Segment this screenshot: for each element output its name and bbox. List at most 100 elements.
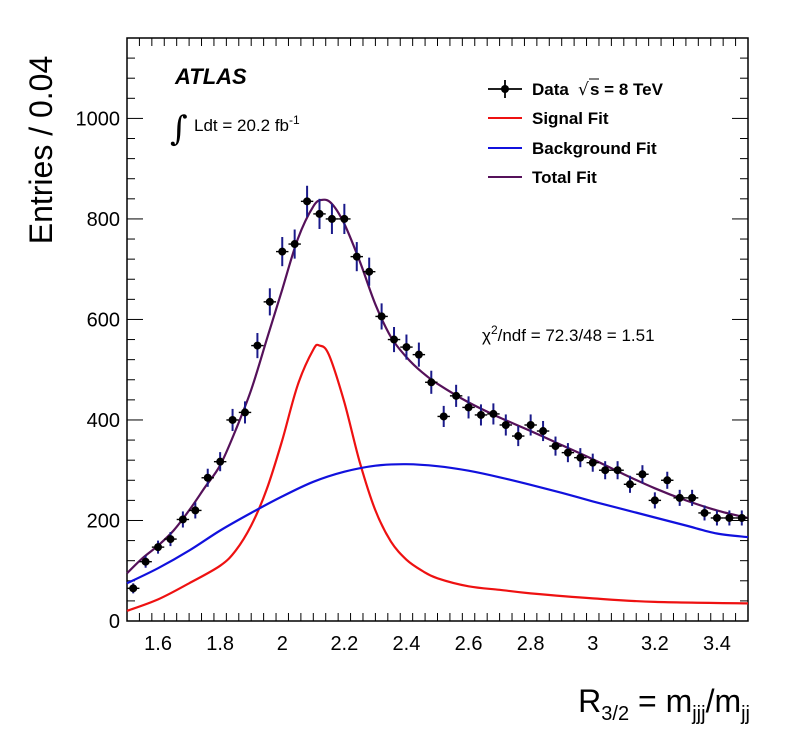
legend-signal-label: Signal Fit <box>532 109 609 128</box>
data-point <box>387 326 401 353</box>
data-marker <box>663 476 672 485</box>
data-marker <box>402 343 411 352</box>
data-marker <box>650 496 659 505</box>
series-signal-fit <box>126 343 749 612</box>
x-title-sub3: jj <box>740 703 750 725</box>
data-marker <box>166 535 175 544</box>
data-point <box>685 489 699 506</box>
data-point <box>213 452 227 472</box>
data-marker <box>626 480 635 489</box>
data-marker <box>265 297 274 306</box>
data-point <box>338 203 351 235</box>
data-point <box>636 465 649 484</box>
x-tick-label: 3 <box>587 633 598 655</box>
data-point <box>661 471 674 489</box>
data-point <box>536 420 550 442</box>
data-marker <box>675 493 684 502</box>
legend-item-background: Background Fit <box>488 139 657 158</box>
data-marker <box>526 420 535 429</box>
data-marker <box>489 409 498 418</box>
data-point <box>201 468 214 487</box>
x-tick-label: 1.6 <box>144 633 172 655</box>
data-marker <box>303 197 312 206</box>
data-point <box>735 510 748 526</box>
data-marker <box>352 252 361 261</box>
x-tick-labels: 1.6 1.8 2 2.2 2.4 2.6 2.8 3 3.2 3.4 <box>144 633 731 655</box>
luminosity-label: Ldt = 20.2 fb-1 <box>194 113 300 135</box>
data-point <box>586 453 599 472</box>
data-marker <box>439 412 448 421</box>
data-point <box>524 414 537 436</box>
data-marker <box>737 513 746 522</box>
data-marker <box>613 466 622 475</box>
data-marker <box>365 267 374 276</box>
legend: Data √ s = 8 TeV Signal Fit Background F… <box>488 78 664 187</box>
x-tick-label: 3.2 <box>641 633 669 655</box>
data-point <box>276 237 289 267</box>
data-marker <box>563 448 572 457</box>
y-tick-label: 800 <box>87 209 120 231</box>
legend-item-signal: Signal Fit <box>488 109 609 128</box>
data-marker <box>725 513 734 522</box>
data-marker <box>539 427 548 436</box>
data-point <box>449 384 463 407</box>
data-marker <box>414 350 423 359</box>
data-point <box>561 443 575 463</box>
data-marker <box>476 410 485 419</box>
legend-energy-label: s = 8 TeV <box>590 80 664 99</box>
data-marker <box>427 378 436 387</box>
data-point <box>313 198 326 229</box>
experiment-label: ATLAS <box>174 64 247 89</box>
data-marker <box>377 312 386 321</box>
data-point <box>462 396 475 419</box>
data-marker <box>638 470 647 479</box>
data-marker <box>240 408 249 417</box>
data-point <box>226 408 239 432</box>
data-point <box>176 511 190 528</box>
x-title-sub: 3/2 <box>601 703 629 725</box>
data-marker <box>228 415 237 424</box>
y-tick-label: 1000 <box>76 108 121 130</box>
legend-total-label: Total Fit <box>532 168 597 187</box>
data-marker <box>588 458 597 467</box>
y-tick-label: 200 <box>87 510 120 532</box>
data-point <box>474 404 488 426</box>
x-title-eq: = m <box>629 683 692 719</box>
y-tick-label: 400 <box>87 410 120 432</box>
data-marker <box>501 420 510 429</box>
integral-sign: ∫ <box>170 109 188 149</box>
luminosity-text: Ldt = 20.2 fb <box>194 116 289 135</box>
x-title-sub2: jjj <box>691 703 705 725</box>
data-point <box>263 288 277 316</box>
y-tick-label: 0 <box>109 611 120 633</box>
y-tick-labels: 0 200 400 600 800 1000 <box>76 108 121 633</box>
data-point <box>723 510 736 526</box>
data-marker <box>576 453 585 462</box>
data-marker <box>700 508 709 517</box>
legend-item-total: Total Fit <box>488 168 597 187</box>
x-title-main: R <box>578 683 601 719</box>
data-point <box>611 461 624 480</box>
chi2-text: /ndf = 72.3/48 = 1.51 <box>498 326 655 345</box>
data-point <box>574 448 587 468</box>
data-point <box>288 229 301 259</box>
data-point <box>648 492 662 509</box>
chi2-prefix: χ <box>482 326 491 345</box>
data-points <box>127 185 748 594</box>
x-title-slash: /m <box>706 683 742 719</box>
data-marker <box>178 515 187 524</box>
legend-data-label: Data <box>532 80 569 99</box>
data-marker <box>129 584 138 593</box>
x-axis-title: R3/2 = mjjj/mjj <box>578 683 750 725</box>
data-point <box>512 425 525 447</box>
x-tick-label: 2.6 <box>455 633 483 655</box>
fit-curves <box>126 198 749 612</box>
legend-item-data: Data √ s = 8 TeV <box>488 78 664 100</box>
series-background-fit <box>126 463 749 585</box>
data-marker <box>290 240 299 249</box>
data-marker <box>154 543 163 552</box>
data-point <box>362 257 376 286</box>
legend-sqrt-sign: √ <box>578 80 589 100</box>
data-marker <box>452 391 461 400</box>
